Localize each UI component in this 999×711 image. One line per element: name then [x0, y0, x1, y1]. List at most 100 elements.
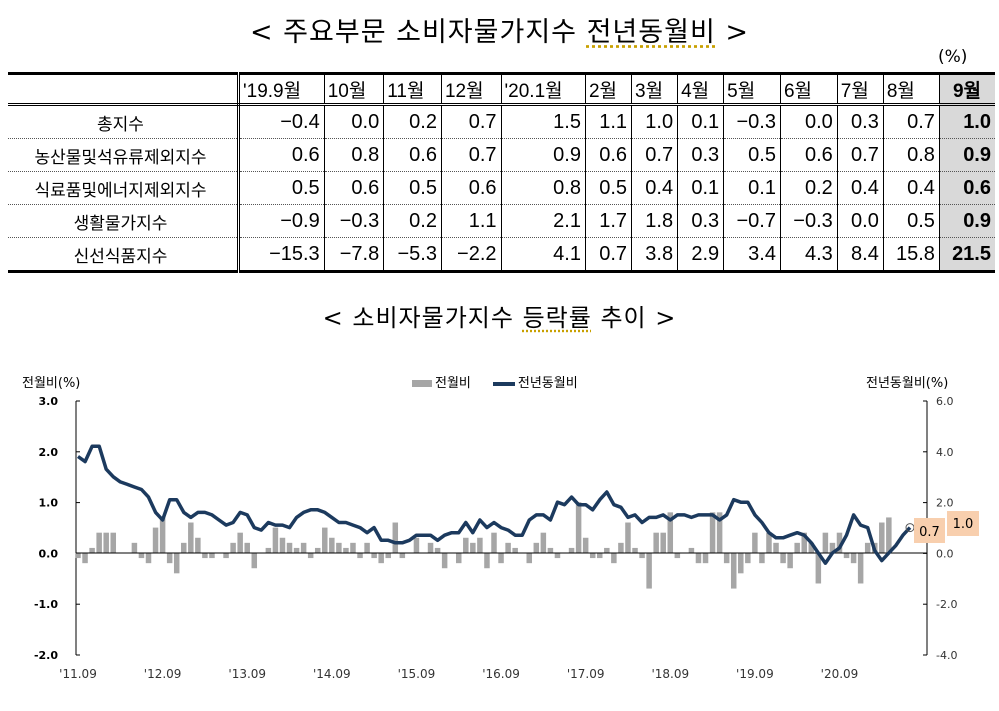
- line-swatch-icon: [492, 381, 515, 386]
- x-tick-label: '13.09: [228, 667, 266, 681]
- table-cell: 1.0: [631, 104, 678, 139]
- table-cell: −15.3: [238, 237, 325, 272]
- mom-bar: [484, 553, 490, 569]
- table-row: 농산물및석유류제외지수 0.6 0.8 0.6 0.7 0.9 0.6 0.7 0.3 0.5 0.…: [8, 138, 995, 172]
- table-title-prefix: < 주요부문 소비자물가지수: [249, 17, 587, 48]
- table-cell: 0.3: [677, 204, 724, 238]
- mom-bar: [646, 553, 652, 589]
- right-tick-label: -4.0: [936, 649, 957, 662]
- x-tick-label: '17.09: [567, 667, 605, 681]
- mom-bar: [477, 537, 483, 553]
- right-tick-label: -2.0: [936, 598, 957, 611]
- mom-bar: [392, 522, 399, 553]
- mom-bar: [279, 537, 286, 553]
- table-cell: 2.1: [500, 204, 586, 238]
- mom-bar: [773, 542, 779, 553]
- mom-bar: [286, 542, 293, 553]
- column-header: 4월: [677, 73, 724, 106]
- x-tick-label: '18.09: [651, 667, 689, 681]
- mom-bar: [110, 532, 117, 553]
- table-cell: −0.7: [723, 204, 781, 238]
- mom-bar: [857, 553, 864, 584]
- mom-bar: [307, 553, 314, 559]
- left-axis-label: 전월비(%): [22, 376, 81, 391]
- mom-bar: [244, 542, 250, 553]
- table-cell: 0.8: [882, 138, 940, 172]
- legend-label-mom: 전월비: [435, 376, 471, 391]
- row-label: 신선식품지수: [8, 237, 240, 272]
- table-cell: 0.1: [723, 171, 781, 205]
- table-cell: 0.0: [779, 104, 838, 139]
- column-header: 5월: [723, 73, 781, 106]
- table-cell: −5.3: [383, 237, 442, 272]
- mom-bar: [336, 542, 342, 553]
- table-cell: 1.8: [631, 204, 678, 238]
- legend-label-yoy: 전년동월비: [517, 376, 578, 391]
- table-cell: 0.1: [677, 171, 724, 205]
- table-cell: 0.0: [323, 104, 384, 139]
- table-cell: 0.6: [323, 171, 384, 205]
- x-tick-label: '11.09: [59, 667, 97, 681]
- table-cell: 0.7: [882, 104, 940, 139]
- mom-bar: [702, 553, 709, 564]
- chart-title-underlined: 등락률: [522, 304, 592, 332]
- mom-bar: [300, 542, 307, 553]
- table-cell: 0.5: [383, 171, 442, 205]
- table-cell: 0.2: [779, 171, 838, 205]
- yoy-latest-label-bg: [947, 511, 979, 536]
- table-row: 식료품및에너지제외지수 0.5 0.6 0.5 0.6 0.8 0.5 0.4 0.1 0.1 0.…: [8, 171, 995, 205]
- right-tick-label: 2.0: [936, 497, 954, 510]
- table-cell: −0.9: [238, 204, 325, 238]
- left-tick-label: 0.0: [39, 547, 59, 560]
- mom-bar: [759, 553, 765, 564]
- column-header: 3월: [631, 73, 678, 106]
- mom-bar: [293, 547, 300, 553]
- mom-bar: [547, 547, 554, 553]
- table-row: 총지수 −0.4 0.0 0.2 0.7 1.5 1.1 1.0 0.1 −0.3 0.0 0.3 0.…: [8, 104, 995, 139]
- table-cell: 0.0: [836, 204, 884, 238]
- table-cell: 0.7: [440, 104, 502, 139]
- x-tick-label: '15.09: [398, 667, 436, 681]
- left-tick-label: 3.0: [39, 395, 59, 408]
- mom-bar: [864, 542, 871, 553]
- row-label: 농산물및석유류제외지수: [8, 138, 240, 172]
- mom-bar: [611, 553, 617, 564]
- table-cell: −0.3: [779, 204, 838, 238]
- mom-bar: [251, 553, 258, 569]
- row-label: 생활물가지수: [8, 204, 240, 238]
- table-cell: 0.4: [631, 171, 678, 205]
- mom-bar: [716, 512, 723, 553]
- mom-bar: [554, 553, 561, 559]
- table-cell: 0.5: [882, 204, 940, 238]
- mom-bar: [498, 553, 504, 564]
- table-cell: 4.1: [500, 237, 586, 272]
- table-cell: 0.6: [584, 138, 632, 172]
- mom-bar: [343, 547, 349, 553]
- table-cell: 0.7: [440, 138, 502, 172]
- mom-bar: [752, 532, 758, 553]
- mom-bar: [272, 527, 279, 553]
- mom-bar: [886, 517, 892, 553]
- table-cell: −0.4: [238, 104, 325, 139]
- column-header: 9월: [938, 73, 995, 106]
- table-cell: 0.4: [836, 171, 884, 205]
- table-cell: 21.5: [938, 237, 995, 272]
- table-cell: 0.9: [938, 138, 995, 172]
- mom-bar: [265, 547, 272, 553]
- mom-bar: [568, 547, 575, 553]
- column-header: 2월: [584, 73, 632, 106]
- mom-bar: [103, 532, 109, 553]
- mom-bar: [96, 532, 102, 553]
- table-cell: −2.2: [440, 237, 502, 272]
- mom-bar: [152, 527, 159, 553]
- column-header: 12월: [440, 73, 502, 106]
- table-row: 생활물가지수 −0.9 −0.3 0.2 1.1 2.1 1.7 1.8 0.3 −0.7 −0.3…: [8, 204, 995, 238]
- x-tick-label: '14.09: [313, 667, 351, 681]
- mom-bar: [131, 542, 138, 553]
- mom-bar: [575, 502, 582, 553]
- mom-bar: [89, 547, 95, 553]
- column-header: 6월: [779, 73, 838, 106]
- table-cell: 0.6: [238, 138, 325, 172]
- mom-bar: [780, 553, 786, 564]
- table-cell: 1.0: [938, 104, 995, 139]
